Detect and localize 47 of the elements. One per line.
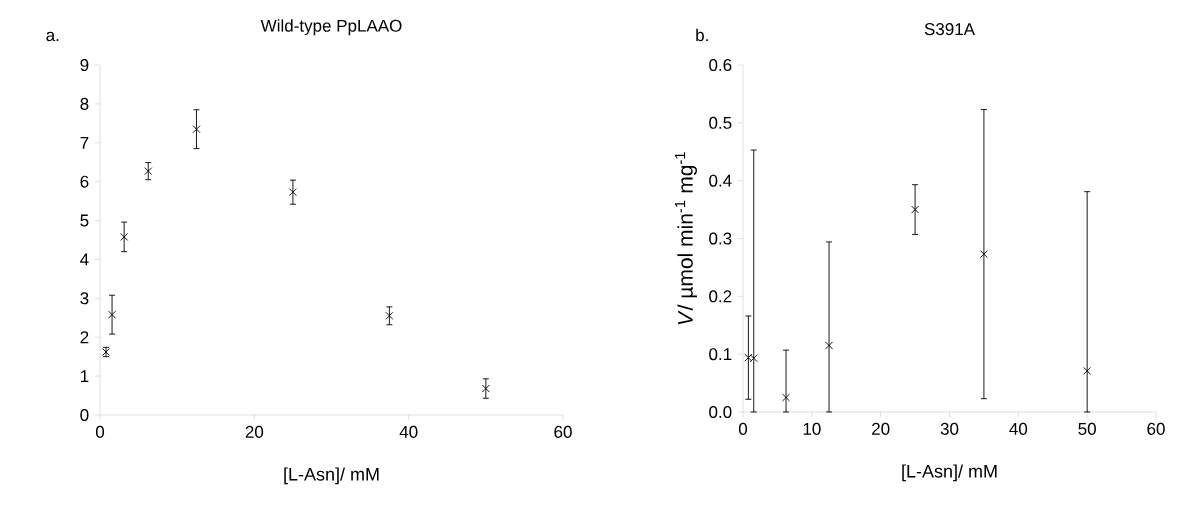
point — [144, 167, 153, 176]
x-tick-label: 40 — [1009, 422, 1028, 435]
y-tick-label: 0.1 — [709, 348, 732, 361]
y-tick-label: 3 — [80, 292, 89, 305]
x-tick-label: 60 — [1147, 422, 1165, 435]
point — [979, 250, 988, 259]
x-tick-label: 20 — [245, 425, 264, 438]
point — [108, 310, 117, 319]
y-tick-label: 2 — [80, 331, 89, 344]
point — [192, 125, 201, 134]
y-tick-label: 7 — [80, 136, 89, 149]
x-tick-label: 30 — [940, 422, 959, 435]
point — [782, 393, 791, 402]
y-tick-label: 0.6 — [709, 58, 732, 72]
y-tick-label: 6 — [80, 175, 89, 188]
y-tick-label: 0.5 — [709, 116, 732, 129]
text: a. — [46, 31, 59, 42]
y-tick-label: 1 — [81, 370, 89, 382]
point — [385, 311, 394, 320]
x-axis-title: [L-Asn]/ mM — [284, 467, 379, 485]
y-tick-label: 0 — [80, 408, 89, 422]
y-axis-title: V/ µmol min$^{-1}$ mg$^{-1}$ — [674, 152, 697, 325]
y-tick-label: 8 — [80, 97, 89, 110]
point — [825, 341, 834, 350]
y-tick-label: 4 — [80, 253, 89, 266]
x-tick-label: 10 — [803, 422, 821, 435]
x-tick-label: 40 — [399, 425, 418, 438]
y-tick-label: 9 — [80, 58, 89, 72]
text: b. — [696, 28, 708, 42]
x-tick-label: 0 — [95, 425, 105, 438]
y-tick-label: 0.4 — [709, 174, 732, 187]
point — [1083, 366, 1092, 375]
point — [288, 188, 297, 197]
x-tick-label: 60 — [554, 425, 572, 438]
x-axis-title: [L-Asn]/ mM — [902, 464, 997, 482]
point — [120, 232, 129, 241]
y-tick-label: 0.3 — [709, 232, 732, 245]
chart-title: S391A — [924, 23, 975, 36]
point — [481, 384, 490, 393]
y-tick-label: 5 — [80, 214, 89, 227]
x-tick-label: 0 — [738, 422, 748, 435]
y-tick-label: 0.2 — [709, 290, 732, 303]
y-tick-label: 0.0 — [709, 405, 732, 419]
x-tick-label: 20 — [872, 422, 890, 435]
x-tick-label: 50 — [1078, 422, 1096, 435]
chart-title: Wild-type PpLAAO — [260, 19, 402, 36]
point — [911, 205, 920, 214]
